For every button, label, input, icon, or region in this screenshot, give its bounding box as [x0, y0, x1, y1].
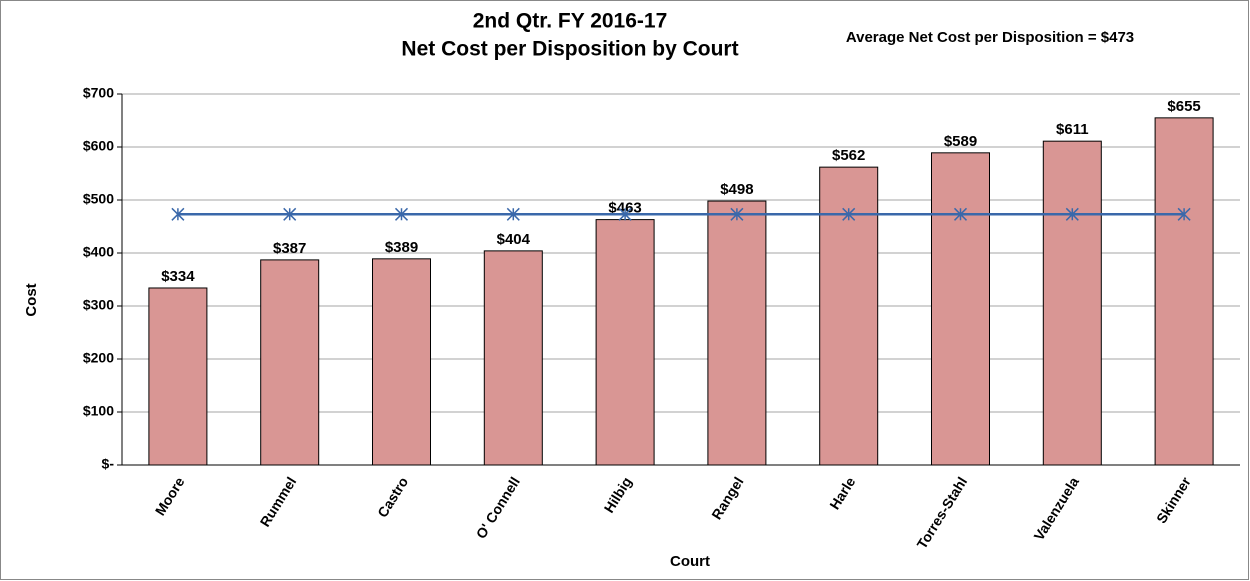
- data-label: $611: [1056, 121, 1089, 138]
- bar: [372, 258, 431, 466]
- data-label: $334: [161, 268, 195, 285]
- data-label: $562: [832, 147, 865, 164]
- chart-title: 2nd Qtr. FY 2016-17: [473, 10, 668, 33]
- data-label: $387: [273, 240, 306, 257]
- bar: [1042, 140, 1102, 466]
- y-tick-label: $-: [102, 456, 115, 472]
- marker: [953, 207, 968, 221]
- chart-title: Net Cost per Disposition by Court: [401, 38, 738, 61]
- marker: [842, 207, 856, 221]
- marker: [618, 207, 632, 221]
- bar: [148, 287, 208, 466]
- marker: [506, 207, 520, 221]
- data-label: $463: [608, 200, 641, 217]
- y-tick-label: $300: [83, 297, 114, 313]
- y-tick-label: $500: [83, 191, 114, 207]
- y-tick-label: $100: [83, 403, 114, 419]
- data-label: $389: [385, 239, 418, 256]
- bar: [1154, 117, 1214, 466]
- data-label: $655: [1167, 98, 1200, 115]
- data-label: $404: [497, 231, 531, 248]
- annotation: Average Net Cost per Disposition = $473: [846, 29, 1134, 46]
- marker: [283, 207, 297, 221]
- bar: [595, 219, 655, 466]
- marker: [1065, 207, 1079, 221]
- bar: [483, 250, 543, 466]
- marker: [730, 207, 744, 221]
- x-axis-label: Court: [670, 553, 710, 570]
- y-axis-label: Cost: [23, 283, 40, 316]
- bar: [931, 152, 990, 466]
- y-tick-label: $400: [83, 244, 114, 260]
- y-tick-label: $200: [83, 350, 114, 366]
- marker: [394, 207, 409, 221]
- y-tick-label: $600: [83, 138, 114, 154]
- data-label: $498: [720, 181, 753, 198]
- marker: [1177, 207, 1191, 221]
- marker: [171, 207, 185, 221]
- bar: [260, 259, 320, 466]
- bar: [707, 200, 767, 466]
- y-tick-label: $700: [83, 85, 114, 101]
- data-label: $589: [944, 133, 977, 150]
